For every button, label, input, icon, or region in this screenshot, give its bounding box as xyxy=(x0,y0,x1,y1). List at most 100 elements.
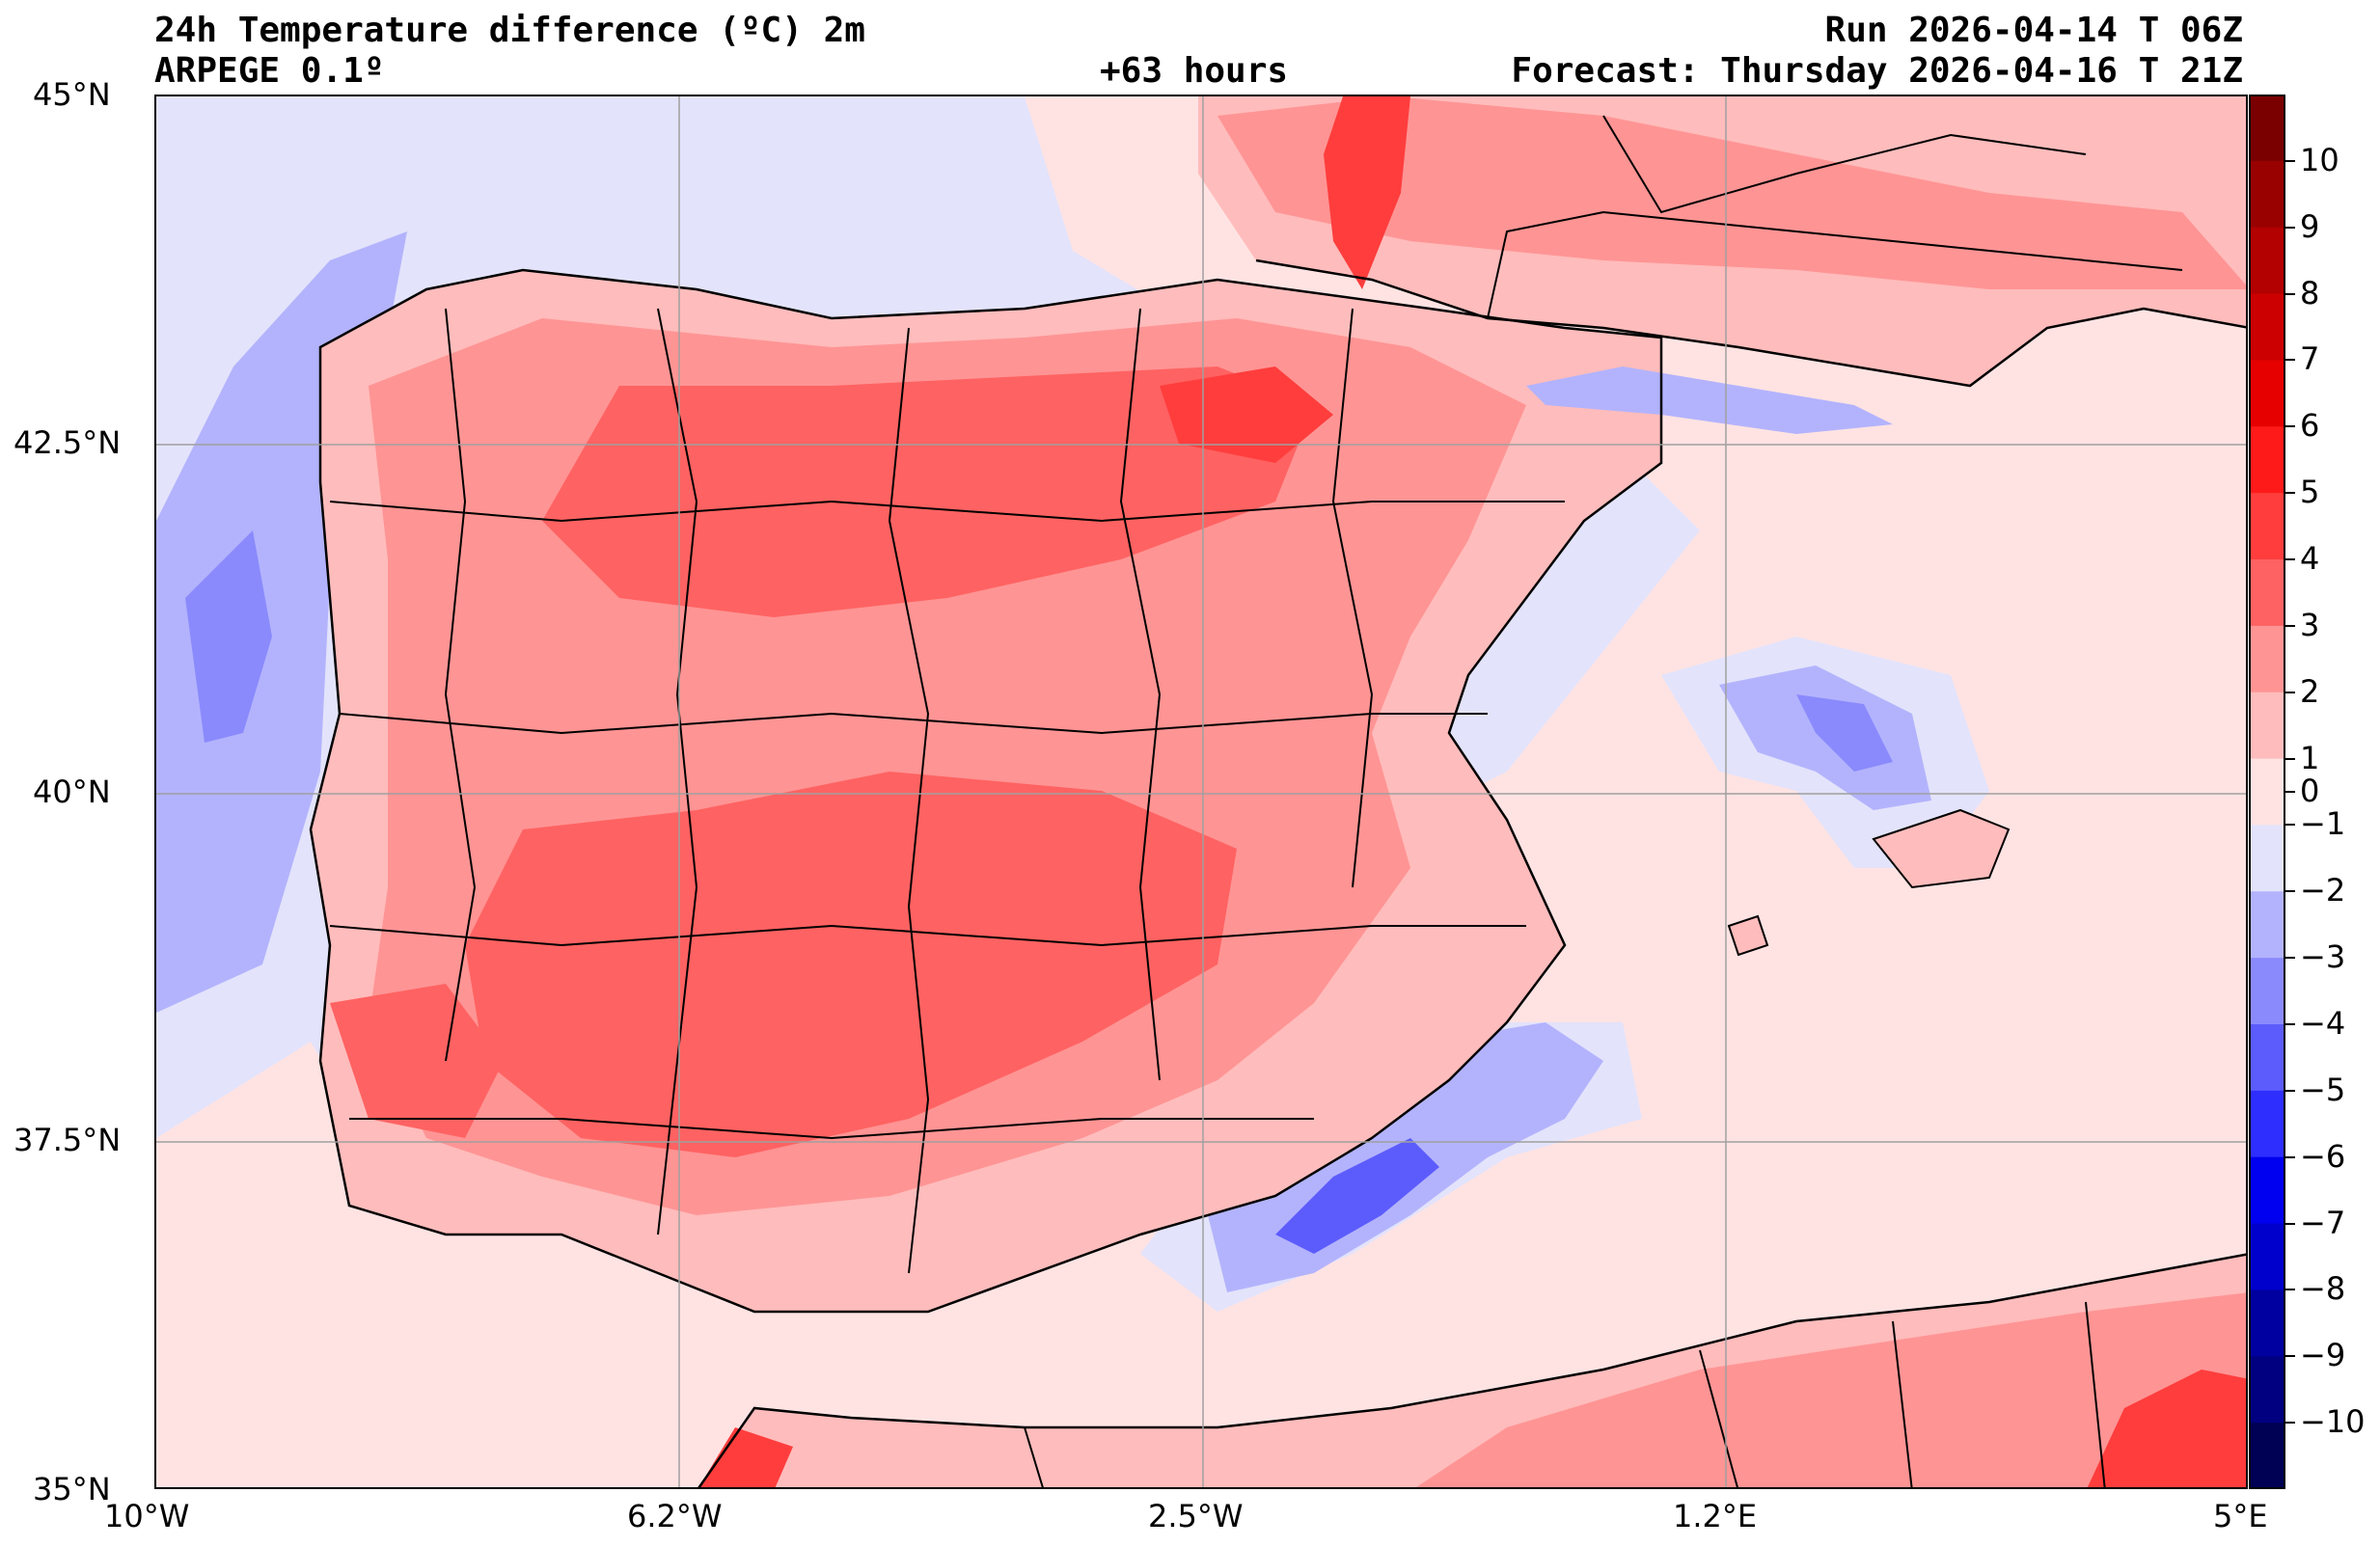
colorbar-segment xyxy=(2249,891,2285,959)
iberia-coastline xyxy=(309,268,1663,1314)
north-africa-warm-region xyxy=(1416,1292,2246,1487)
colorbar-segment xyxy=(2249,958,2285,1025)
sea-cold-patch-atlantic xyxy=(185,530,272,743)
colorbar-label: −10 xyxy=(2300,1403,2366,1441)
colorbar-label: −9 xyxy=(2300,1337,2346,1374)
map-panel xyxy=(154,95,2248,1489)
lat-label-35n: 35°N xyxy=(33,1471,111,1507)
colorbar-tick xyxy=(2285,624,2295,627)
lon-label-1-2e: 1.2°E xyxy=(1673,1498,1758,1534)
colorbar-tick xyxy=(2285,292,2295,295)
colorbar-segment xyxy=(2249,160,2285,229)
colorbar-segment xyxy=(2249,1289,2285,1357)
north-africa-hot-region xyxy=(2087,1370,2246,1487)
colorbar-label: −4 xyxy=(2300,1005,2346,1042)
colorbar-tick xyxy=(2285,791,2295,793)
colorbar-tick xyxy=(2285,1155,2295,1158)
colorbar-label: 7 xyxy=(2300,340,2320,378)
colorbar-label: 3 xyxy=(2300,606,2320,643)
colorbar-segment xyxy=(2249,1423,2285,1489)
run-label: Run 2026-04-14 T 06Z xyxy=(1824,11,2243,50)
lat-label-37-5n: 37.5°N xyxy=(14,1122,122,1158)
colorbar-border xyxy=(2249,95,2285,1489)
lat-label-45n: 45°N xyxy=(33,76,111,113)
colorbar-tick xyxy=(2285,957,2295,960)
colorbar-tick xyxy=(2285,226,2295,229)
colorbar-label: 2 xyxy=(2300,672,2320,710)
colorbar-segment xyxy=(2249,559,2285,627)
pyrenees-cool-band xyxy=(1526,366,1893,434)
colorbar-tick xyxy=(2285,1355,2295,1358)
temperature-map xyxy=(156,96,2246,1487)
lat-label-42-5n: 42.5°N xyxy=(14,424,122,461)
colorbar-label: 1 xyxy=(2300,739,2320,776)
colorbar-tick xyxy=(2285,691,2295,693)
forecast-label: Forecast: Thursday 2026-04-16 T 21Z xyxy=(1511,51,2243,91)
colorbar xyxy=(2249,95,2285,1489)
ibiza-coastline xyxy=(1727,914,1769,957)
morocco-hot-region xyxy=(698,1427,793,1487)
colorbar-segment xyxy=(2249,625,2285,693)
sea-cold-core-gulf xyxy=(1796,694,1893,772)
colorbar-segment xyxy=(2249,692,2285,760)
colorbar-tick xyxy=(2285,425,2295,428)
colorbar-tick xyxy=(2285,824,2295,827)
colorbar-segment xyxy=(2249,426,2285,494)
region-borders xyxy=(329,115,2183,1487)
colorbar-label: −7 xyxy=(2300,1204,2346,1241)
colorbar-label: 10 xyxy=(2300,141,2339,178)
colorbar-tick xyxy=(2285,359,2295,362)
colorbar-label: −2 xyxy=(2300,872,2346,909)
colorbar-label: −8 xyxy=(2300,1270,2346,1308)
colorbar-segment xyxy=(2249,758,2285,826)
colorbar-segment xyxy=(2249,493,2285,560)
colorbar-tick xyxy=(2285,1089,2295,1092)
colorbar-segment xyxy=(2249,95,2285,162)
colorbar-segment xyxy=(2249,227,2285,295)
gridlines xyxy=(156,96,2246,1487)
colorbar-label: −5 xyxy=(2300,1071,2346,1108)
colorbar-tick xyxy=(2285,757,2295,760)
france-hot-strip xyxy=(1324,96,1410,289)
colorbar-label: −1 xyxy=(2300,805,2346,843)
lon-label-10w: 10°W xyxy=(104,1498,190,1534)
colorbar-tick xyxy=(2285,492,2295,495)
colorbar-label: 8 xyxy=(2300,274,2320,312)
colorbar-segment xyxy=(2249,825,2285,892)
france-coastline xyxy=(1255,258,2246,388)
lon-label-2-5w: 2.5°W xyxy=(1148,1498,1244,1534)
colorbar-tick xyxy=(2285,558,2295,560)
colorbar-label: 4 xyxy=(2300,540,2320,577)
colorbar-segment xyxy=(2249,1223,2285,1290)
colorbar-label: 5 xyxy=(2300,474,2320,511)
ibiza-island xyxy=(1729,916,1767,955)
lat-label-40n: 40°N xyxy=(33,774,111,810)
colorbar-label: −6 xyxy=(2300,1137,2346,1175)
colorbar-segment xyxy=(2249,1356,2285,1424)
lon-label-6-2w: 6.2°W xyxy=(627,1498,723,1534)
mallorca-coastline xyxy=(1872,808,2011,889)
colorbar-segment xyxy=(2249,360,2285,427)
colorbar-tick xyxy=(2285,1289,2295,1291)
colorbar-tick xyxy=(2285,1222,2295,1225)
lead-time-label: +63 hours xyxy=(1100,51,1289,91)
map-title: 24h Temperature difference (ºC) 2m xyxy=(154,11,865,50)
model-label: ARPEGE 0.1º xyxy=(154,51,385,91)
iberia-hot-north xyxy=(542,366,1314,617)
colorbar-segment xyxy=(2249,1024,2285,1092)
mallorca-island xyxy=(1874,810,2009,887)
iberia-hot-central xyxy=(465,772,1237,1157)
colorbar-label: 9 xyxy=(2300,207,2320,245)
colorbar-label: 0 xyxy=(2300,773,2320,809)
colorbar-label: 6 xyxy=(2300,407,2320,445)
sea-cold-core-murcia xyxy=(1275,1138,1439,1254)
colorbar-segment xyxy=(2249,1156,2285,1225)
iberia-hot-southwest xyxy=(330,984,504,1138)
colorbar-tick xyxy=(2285,1422,2295,1425)
africa-coastline xyxy=(698,1253,2246,1487)
colorbar-label: −3 xyxy=(2300,938,2346,976)
lon-label-5e: 5°E xyxy=(2213,1498,2268,1534)
colorbar-segment xyxy=(2249,1090,2285,1158)
colorbar-tick xyxy=(2285,1023,2295,1025)
colorbar-tick xyxy=(2285,159,2295,162)
